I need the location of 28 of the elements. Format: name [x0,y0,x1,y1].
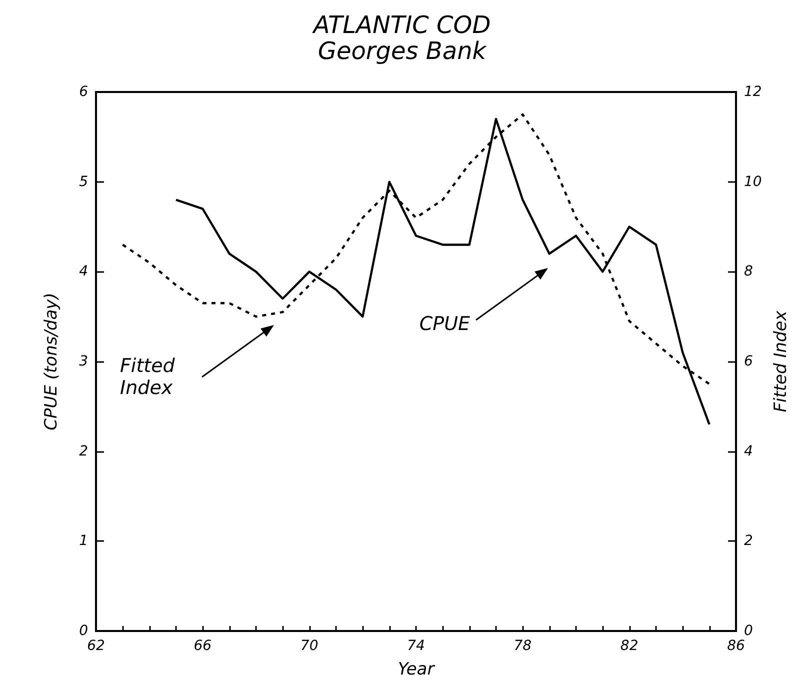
annotation: Fitted Index [120,355,176,399]
y2-tick-label: 4 [744,443,753,460]
y-tick-label: 3 [79,354,88,370]
y2-tick-label: 6 [744,354,753,370]
y-tick-label: 2 [79,443,88,460]
y-axis-title: CPUE (tons/day) [42,292,62,430]
x-tick-label: 70 [300,638,318,654]
chart-title: ATLANTIC COD [311,11,491,39]
y-tick-label: 4 [79,264,88,280]
x-tick-label: 62 [87,638,105,654]
y-tick-label: 1 [79,533,88,550]
chart-subtitle: Georges Bank [318,37,488,65]
x-tick-label: 86 [727,638,745,654]
y2-tick-label: 0 [744,623,753,639]
x-axis-title: Year [398,660,436,680]
x-tick-label: 78 [514,638,532,654]
y-tick-label: 6 [79,84,88,100]
x-tick-label: 66 [194,638,212,654]
y2-tick-label: 12 [744,84,762,100]
y-tick-label: 5 [79,174,88,190]
y2-tick-label: 8 [744,264,753,280]
annotation: CPUE [419,313,470,335]
y2-axis-title: Fitted Index [771,310,792,412]
x-tick-label: 74 [407,638,425,654]
y-tick-label: 0 [79,623,88,639]
x-tick-label: 82 [620,638,638,654]
y2-tick-label: 10 [744,174,762,190]
y2-tick-label: 2 [744,533,753,550]
